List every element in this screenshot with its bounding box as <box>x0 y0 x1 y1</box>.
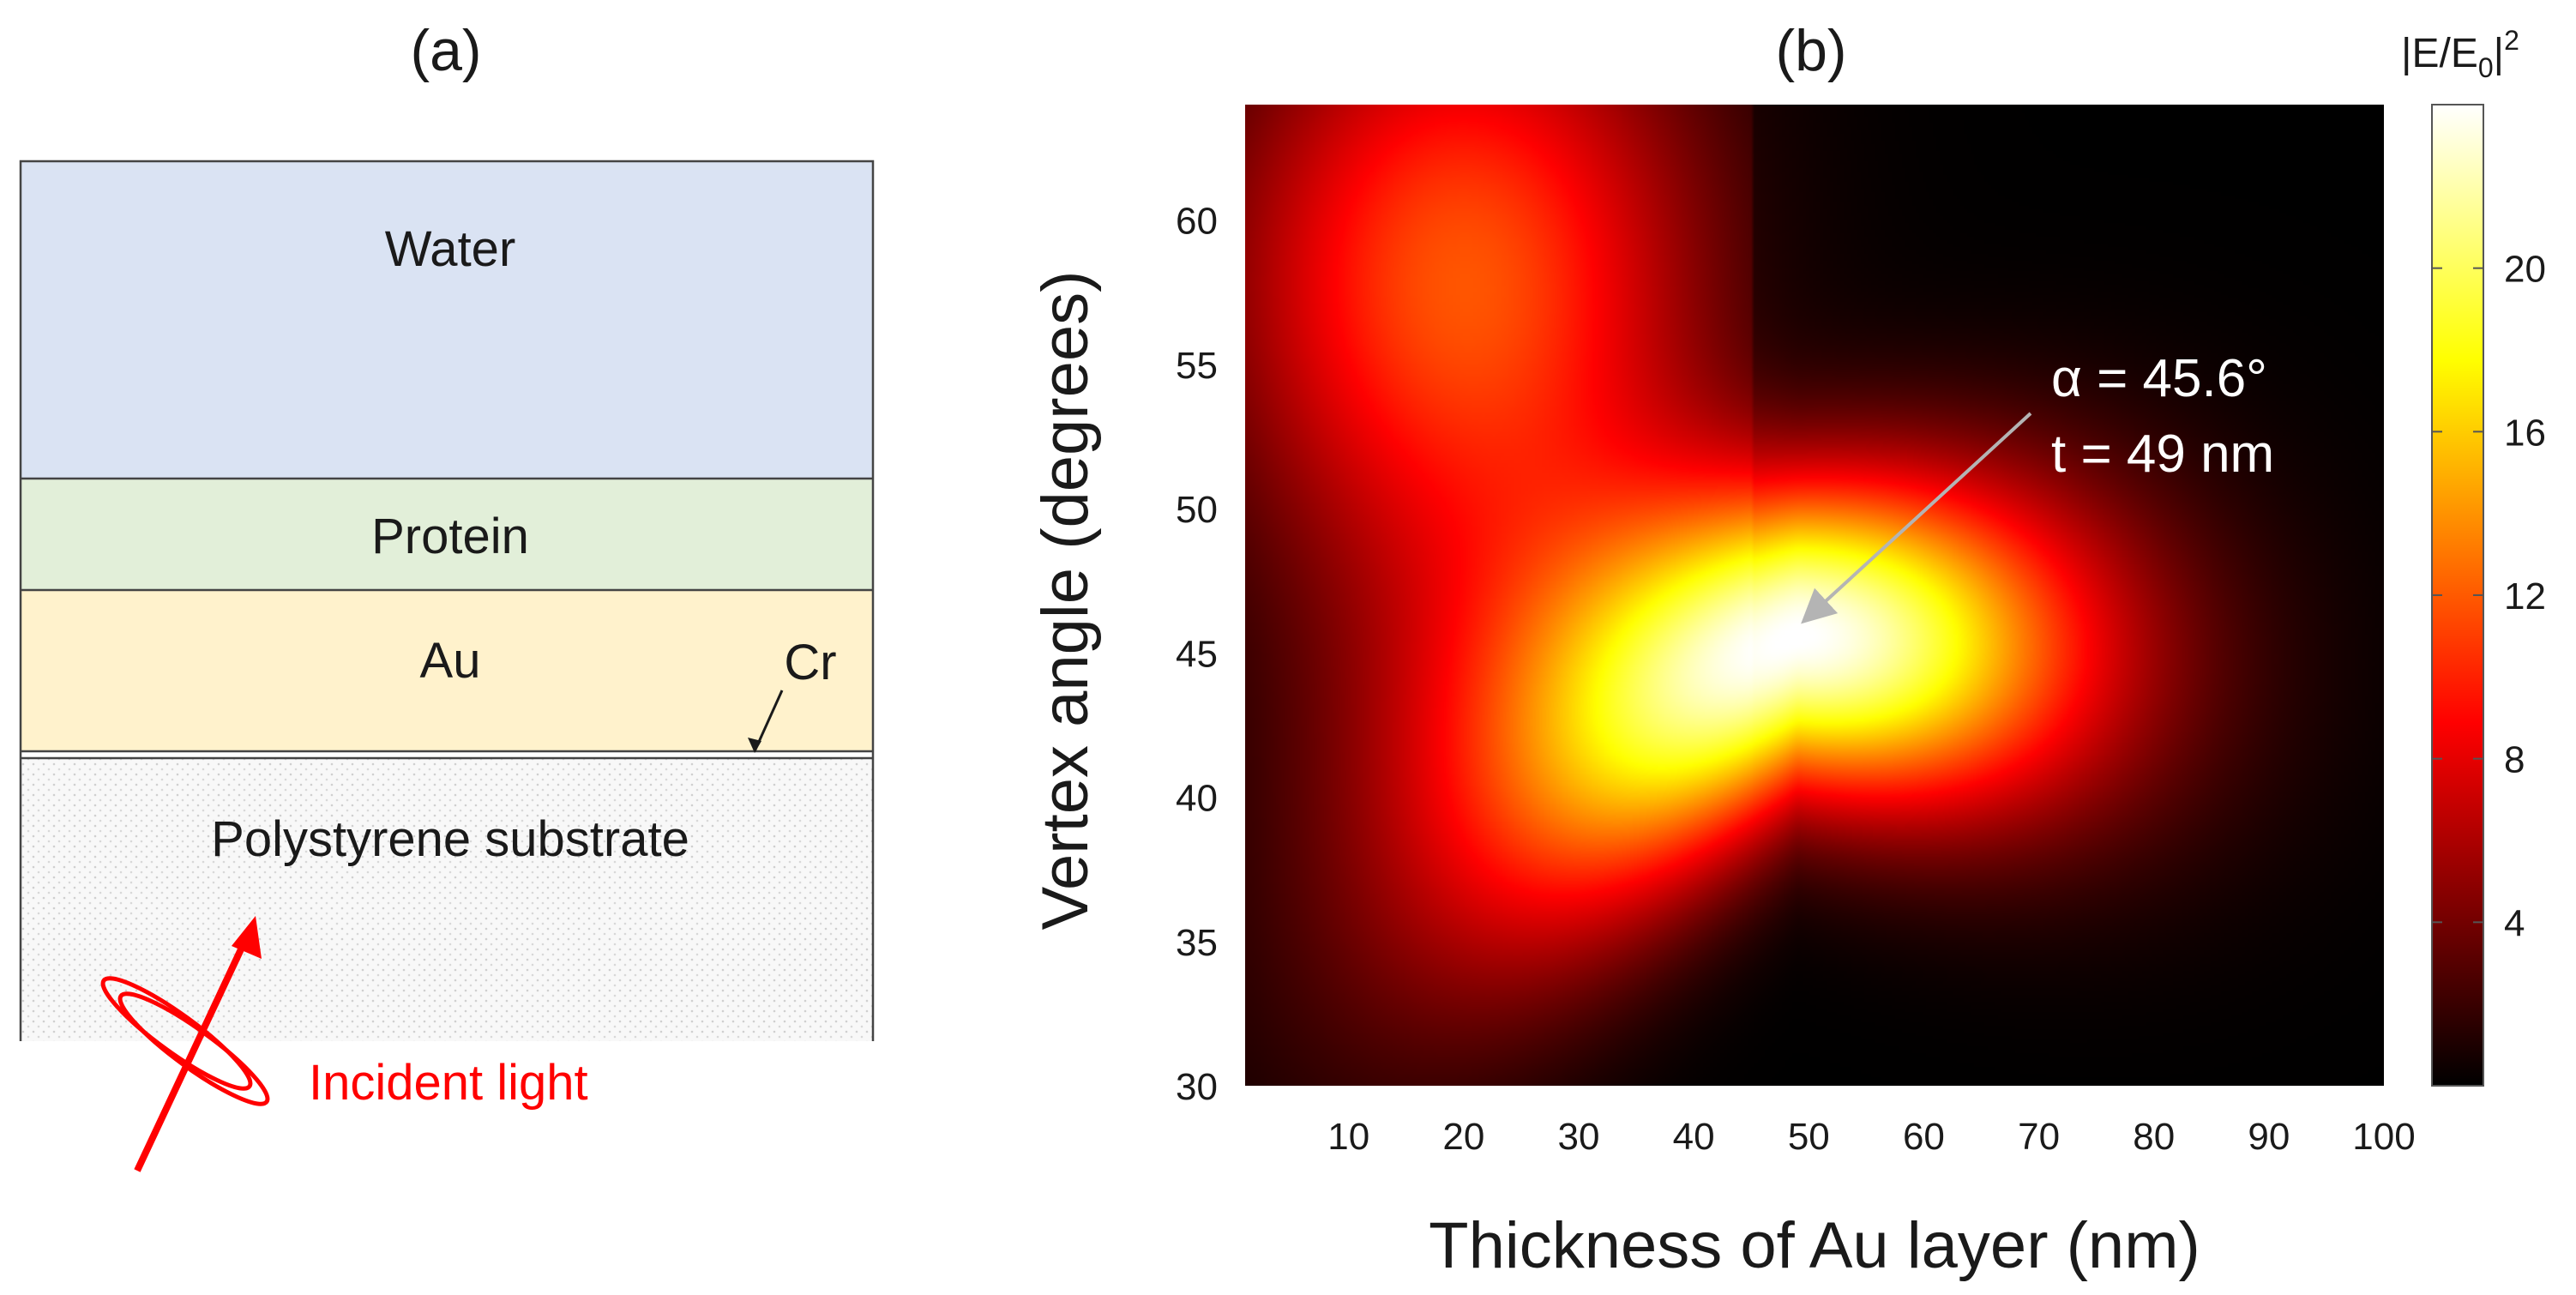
layer-cr <box>21 751 873 758</box>
colorbar-tick-label: 12 <box>2504 575 2546 617</box>
x-axis-label: Thickness of Au layer (nm) <box>1429 1209 2200 1282</box>
colorbar-title: |E/E0|2 <box>2401 25 2519 83</box>
annotation-thickness: t = 49 nm <box>2051 425 2274 484</box>
layer-label-au: Au <box>420 633 481 689</box>
layer-label-cr: Cr <box>784 635 836 690</box>
y-axis-ticks: 30 35 40 45 50 55 60 <box>1176 201 1218 1108</box>
x-tick-label: 100 <box>2352 1116 2415 1158</box>
substrate-texture <box>21 758 873 1041</box>
incident-light-label: Incident light <box>309 1055 588 1111</box>
colorbar: 4 8 12 16 20 |E/E0|2 <box>2401 25 2546 1087</box>
heatmap: α = 45.6° t = 49 nm <box>1245 105 2384 1086</box>
y-tick-label: 55 <box>1176 345 1218 387</box>
heatmap-image <box>1245 105 2384 1086</box>
x-tick-label: 50 <box>1788 1116 1830 1158</box>
layer-protein <box>21 479 873 590</box>
layer-label-water: Water <box>385 221 516 277</box>
colorbar-title-sup: 2 <box>2504 25 2519 56</box>
x-axis-ticks: 10 20 30 40 50 60 70 80 90 100 <box>1327 1116 2415 1158</box>
x-tick-label: 70 <box>2018 1116 2060 1158</box>
x-tick-label: 40 <box>1673 1116 1715 1158</box>
cr-pointer-arrowhead-icon <box>748 738 761 753</box>
x-tick-label: 20 <box>1442 1116 1484 1158</box>
layer-au <box>21 590 873 751</box>
annotation-arrow <box>1801 412 2032 624</box>
x-tick-label: 90 <box>2248 1116 2290 1158</box>
colorbar-tick-label: 4 <box>2504 902 2525 944</box>
y-axis-label: Vertex angle (degrees) <box>1029 271 1102 931</box>
panel-a-label: (a) <box>410 18 481 83</box>
panel-b-label: (b) <box>1775 18 1846 83</box>
y-tick-label: 60 <box>1176 201 1218 243</box>
y-tick-label: 40 <box>1176 778 1218 820</box>
y-tick-label: 45 <box>1176 633 1218 675</box>
incident-light-icon <box>100 916 270 1172</box>
colorbar-title-main: |E/E <box>2401 31 2478 76</box>
y-tick-label: 30 <box>1176 1066 1218 1108</box>
colorbar-tick-label: 8 <box>2504 739 2525 781</box>
colorbar-title-close: | <box>2494 31 2504 76</box>
layer-label-substrate: Polystyrene substrate <box>211 811 689 867</box>
layer-stack <box>19 160 875 1041</box>
x-tick-label: 60 <box>1903 1116 1945 1158</box>
layer-water <box>21 161 873 479</box>
x-tick-label: 80 <box>2133 1116 2175 1158</box>
colorbar-tick-label: 16 <box>2504 412 2546 454</box>
layer-label-protein: Protein <box>371 509 529 564</box>
y-tick-label: 50 <box>1176 489 1218 531</box>
stack-outline <box>19 160 875 1041</box>
colorbar-tick-label: 20 <box>2504 249 2546 291</box>
annotation-alpha: α = 45.6° <box>2051 349 2267 408</box>
x-tick-label: 30 <box>1558 1116 1600 1158</box>
colorbar-title-sub: 0 <box>2478 52 2494 83</box>
colorbar-ticks: 4 8 12 16 20 <box>2432 249 2546 944</box>
x-tick-label: 10 <box>1327 1116 1369 1158</box>
y-tick-label: 35 <box>1176 922 1218 964</box>
